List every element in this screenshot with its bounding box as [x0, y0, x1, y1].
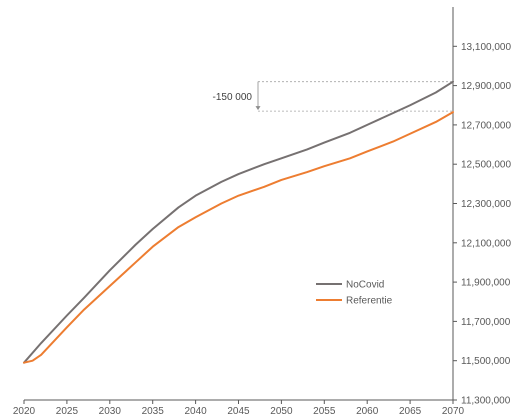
- y-tick-label: 12,300,000: [461, 199, 511, 210]
- y-tick-label: 11,700,000: [461, 317, 511, 328]
- series-line-nocovid: [23, 80, 454, 364]
- series-line-referentie: [23, 111, 454, 364]
- x-tick-label: 2065: [399, 406, 422, 417]
- y-tick-label: 13,100,000: [461, 42, 511, 53]
- difference-annotation: -150 000: [213, 81, 453, 112]
- legend: NoCovid Referentie: [316, 280, 393, 307]
- annotation-label: -150 000: [213, 92, 253, 103]
- legend-label-nocovid: NoCovid: [346, 280, 384, 291]
- legend-label-referentie: Referentie: [346, 296, 393, 307]
- x-tick-label: 2040: [184, 406, 207, 417]
- y-tick-label: 12,900,000: [461, 81, 511, 92]
- y-tick-label: 12,700,000: [461, 120, 511, 131]
- x-tick-label: 2070: [442, 406, 465, 417]
- x-tick-label: 2025: [56, 406, 79, 417]
- x-tick-label: 2020: [13, 406, 36, 417]
- x-tick-label: 2045: [227, 406, 250, 417]
- x-tick-label: 2060: [356, 406, 379, 417]
- x-tick-label: 2030: [99, 406, 122, 417]
- y-tick-label: 12,500,000: [461, 160, 511, 171]
- axes: 2020 2025 2030 2035 2040 2045 2050 2055 2060 2065…: [13, 7, 511, 417]
- y-tick-label: 11,500,000: [461, 356, 511, 367]
- x-tick-label: 2055: [313, 406, 336, 417]
- y-tick-label: 11,300,000: [461, 396, 511, 407]
- x-tick-label: 2050: [270, 406, 293, 417]
- y-tick-label: 11,900,000: [461, 278, 511, 289]
- x-tick-label: 2035: [142, 406, 165, 417]
- y-tick-label: 12,100,000: [461, 238, 511, 249]
- series-group: [23, 80, 454, 364]
- annotation-arrowhead: [255, 106, 261, 111]
